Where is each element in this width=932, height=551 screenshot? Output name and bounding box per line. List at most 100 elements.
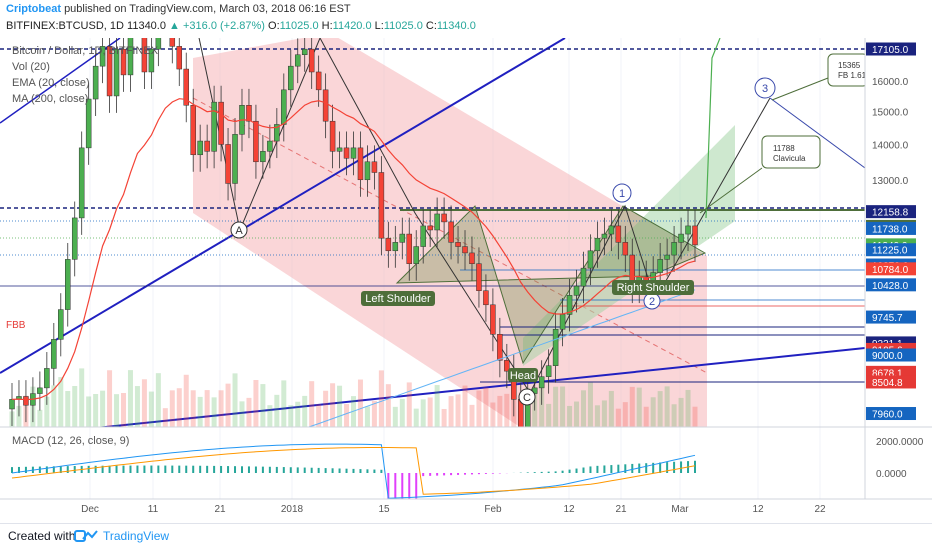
volume-bar — [539, 382, 545, 427]
candle-body — [190, 105, 196, 156]
volume-bar — [469, 404, 475, 427]
legend-title: Bitcoin / Dollar, 1D, BITFINEX — [12, 45, 159, 57]
candle-body — [336, 147, 343, 152]
volume-bar — [176, 388, 182, 427]
wave1-label: 1 — [619, 188, 625, 200]
candle-body — [120, 48, 127, 76]
candle-body — [518, 399, 524, 427]
label-a: A — [235, 225, 243, 237]
candle-body — [253, 120, 259, 163]
price-tick-label: 10784.0 — [872, 265, 909, 276]
candle-body — [685, 225, 691, 235]
author-link[interactable]: Criptobeat — [6, 3, 61, 15]
volume-bar — [553, 386, 559, 427]
last-price: 11340.0 — [127, 20, 166, 32]
tradingview-brand-link[interactable]: TradingView — [103, 529, 170, 543]
volume-bar — [260, 384, 266, 427]
candle-body — [448, 221, 454, 243]
volume-bar — [371, 400, 377, 427]
candle-body — [267, 140, 273, 152]
trendline-lower — [96, 347, 865, 427]
wave1-circle — [612, 183, 632, 203]
volume-bar — [288, 405, 294, 427]
candle-body — [455, 242, 461, 247]
volume-bar — [114, 394, 120, 427]
volume-bar — [629, 386, 635, 427]
volume-bar — [567, 405, 573, 427]
volume-bar — [608, 390, 614, 427]
left-shoulder-label: Left Shoulder — [365, 293, 431, 305]
volume-bar — [455, 394, 461, 427]
price-chart[interactable]: A C 1 2 3 Left Shoulder Head Right Shoul… — [0, 38, 932, 523]
candle-body — [288, 65, 294, 91]
volume-bar — [574, 401, 580, 427]
candle-body — [427, 225, 433, 231]
candle-body — [573, 285, 580, 296]
candle-body — [176, 46, 183, 70]
candle-body — [615, 225, 622, 243]
symbol-line: BITFINEX:BTCUSD, 1D 11340.0 ▲ +316.0 (+2… — [6, 20, 476, 32]
right-shoulder-box — [612, 280, 694, 295]
wave3-label: 3 — [762, 83, 768, 95]
candle-body — [260, 151, 266, 163]
volume-bar — [274, 394, 280, 427]
candle-body — [211, 101, 217, 152]
fib-value: 15365 — [838, 61, 861, 70]
candle-body — [622, 242, 629, 256]
volume-bar — [657, 391, 663, 427]
candle-body — [343, 147, 350, 159]
candle-body — [294, 54, 301, 67]
volume-bar — [309, 381, 315, 427]
volume-bar — [664, 386, 670, 427]
volume-bar — [497, 395, 503, 427]
volume-bar — [253, 380, 259, 427]
volume-bar — [72, 386, 78, 427]
price-label-bg — [866, 278, 916, 292]
candle-body — [594, 237, 601, 252]
low-label: L: — [374, 20, 384, 32]
fib-label: FB 1.61 — [838, 71, 867, 80]
volume-bar — [420, 399, 426, 427]
macd-line — [11, 443, 696, 499]
chart-header: Criptobeat published on TradingView.com,… — [0, 0, 932, 38]
candle-body — [657, 259, 663, 273]
candle-body — [552, 328, 559, 366]
candle-body — [497, 334, 503, 361]
price-label-bg — [866, 221, 916, 235]
candle-body — [51, 339, 57, 369]
candle-body — [608, 225, 615, 235]
volume-bar — [281, 380, 287, 427]
candle-body — [364, 161, 371, 181]
candle-body — [420, 225, 426, 247]
candle-body — [225, 144, 231, 184]
candle-body — [371, 161, 378, 173]
low-value: 11025.0 — [383, 20, 423, 32]
volume-bar — [183, 374, 189, 427]
candle-body — [490, 304, 496, 335]
candle-body — [350, 147, 357, 159]
time-axis[interactable]: Dec 11 21 2018 15 Feb 12 21 Mar 12 22 — [81, 504, 826, 515]
price-tick-label: 17105.0 — [872, 45, 909, 56]
candle-body — [413, 246, 419, 264]
open-label: O: — [268, 20, 280, 32]
candle-body — [37, 387, 43, 394]
time-tick-label: 22 — [814, 504, 826, 515]
volume-bar — [302, 395, 308, 427]
candle-body — [148, 48, 155, 73]
publish-line: Criptobeat published on TradingView.com,… — [6, 3, 351, 15]
candle-body — [559, 314, 566, 330]
volume-bar — [37, 409, 43, 427]
volume-bar — [162, 408, 168, 427]
candle-body — [44, 368, 50, 389]
symbol-label: BITFINEX:BTCUSD, 1D — [6, 20, 124, 32]
candle-body — [127, 38, 134, 76]
time-tick-label: 12 — [563, 504, 575, 515]
high-label: H: — [321, 20, 333, 32]
price-tick-label: 15000.0 — [872, 108, 909, 119]
candle-body — [664, 254, 670, 260]
price-label-bg — [866, 243, 916, 257]
macd-tick-2000: 2000.0000 — [876, 437, 924, 448]
created-with-text: Created with — [8, 529, 76, 543]
label-c: C — [523, 392, 531, 404]
macd-tick-0: 0.0000 — [876, 469, 907, 480]
